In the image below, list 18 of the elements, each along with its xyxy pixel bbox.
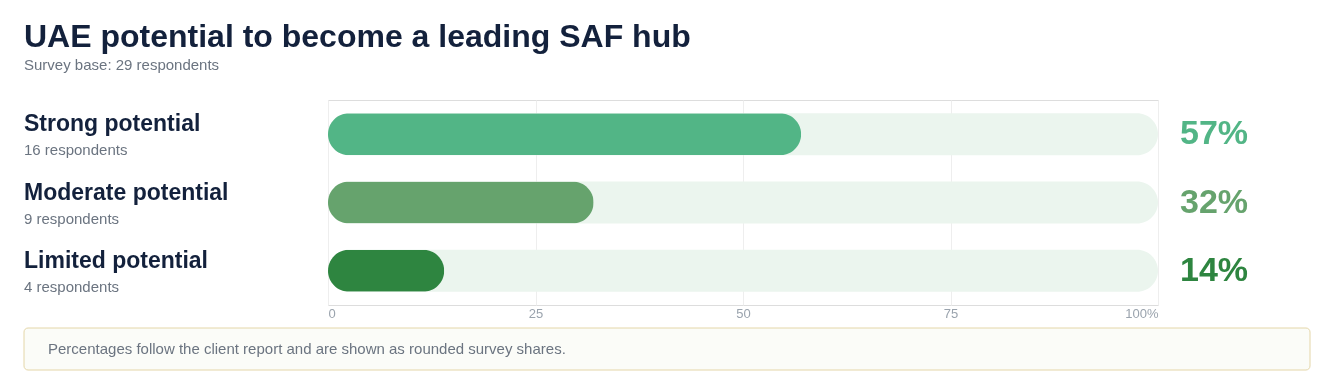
text: 4 respondents [24, 277, 120, 295]
x-tick-label: 50 [736, 305, 751, 321]
text: 9 respondents [24, 209, 120, 227]
x-tick-label: 25 [528, 305, 544, 321]
x-tick-label: 0 [328, 305, 336, 321]
data-label: 32% [1180, 181, 1249, 220]
data-label: 14% [1180, 249, 1249, 288]
data-label: 57% [1180, 113, 1249, 152]
bar [328, 181, 594, 224]
chart-title: UAE potential to become a leading SAF hub [24, 18, 691, 54]
text: Percentages follow the client report and are shown as rounded survey shares. [48, 340, 566, 357]
x-tick-label: 100% [1125, 305, 1159, 321]
text: 16 respondents [24, 141, 128, 159]
y-tick-label: Strong potential [24, 110, 201, 137]
y-tick-label: Limited potential [24, 246, 208, 273]
x-tick-label: 75 [943, 305, 959, 321]
y-tick-label: Moderate potential [24, 178, 229, 205]
text: Survey base: 29 respondents [24, 56, 220, 73]
